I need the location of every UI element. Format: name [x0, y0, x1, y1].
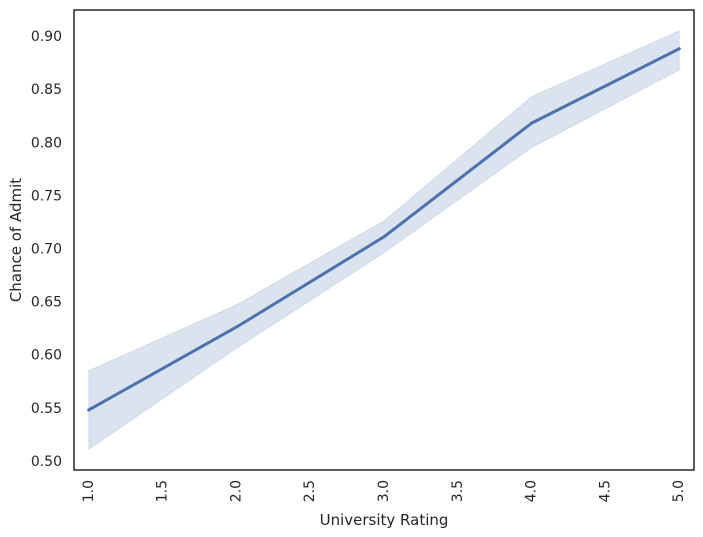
x-tick-label: 4.5 [597, 480, 613, 502]
plot-frame [73, 9, 695, 471]
y-tick-label: 0.55 [31, 401, 62, 417]
x-tick-label: 5.0 [671, 480, 687, 502]
y-tick-label: 0.60 [31, 348, 62, 364]
y-tick-label: 0.85 [31, 82, 62, 98]
y-tick-label: 0.70 [31, 241, 62, 257]
y-tick-label: 0.75 [31, 188, 62, 204]
x-tick-label: 4.0 [524, 480, 540, 502]
data-point [530, 121, 534, 125]
data-point [677, 47, 681, 51]
data-point [234, 325, 238, 329]
x-tick-label: 2.0 [228, 480, 244, 502]
y-tick-label: 0.90 [31, 29, 62, 45]
data-point [87, 408, 91, 412]
series-line-layer [87, 47, 681, 412]
y-axis-ticks: 0.50 0.55 0.60 0.65 0.70 0.75 0.80 0.85 0.90 [31, 29, 62, 470]
confidence-band [88, 29, 680, 451]
x-tick-label: 1.0 [81, 480, 97, 502]
y-axis-title: Chance of Admit [7, 178, 25, 302]
x-axis-ticks: 1.0 1.5 2.0 2.5 3.0 3.5 4.0 4.5 5.0 [81, 480, 687, 502]
x-tick-label: 1.5 [155, 480, 171, 502]
x-tick-label: 3.5 [450, 480, 466, 502]
data-point [382, 235, 386, 239]
x-axis-title: University Rating [320, 511, 449, 529]
x-tick-label: 2.5 [302, 480, 318, 502]
y-tick-label: 0.50 [31, 454, 62, 470]
y-tick-label: 0.65 [31, 295, 62, 311]
x-tick-label: 3.0 [376, 480, 392, 502]
y-tick-label: 0.80 [31, 135, 62, 151]
confidence-band-layer [88, 29, 680, 451]
